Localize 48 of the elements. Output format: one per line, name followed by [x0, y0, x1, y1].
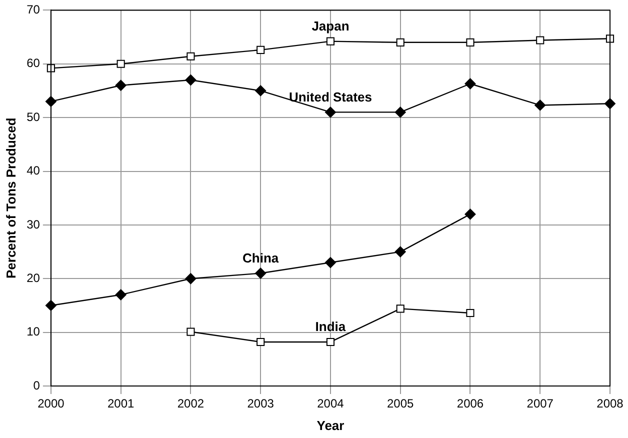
point — [324, 106, 336, 118]
y-tick-label: 0 — [33, 378, 40, 392]
x-tick-label: 2002 — [177, 396, 204, 411]
point — [396, 304, 404, 313]
y-tick-label: 50 — [26, 110, 40, 124]
point — [256, 338, 265, 346]
x-tick-label: 2003 — [247, 396, 274, 411]
y-tick-label: 60 — [26, 56, 40, 70]
point — [466, 308, 474, 318]
series-label: China — [242, 250, 280, 266]
y-tick-label: 20 — [26, 270, 40, 285]
point — [396, 38, 404, 46]
point — [186, 52, 195, 60]
point — [186, 328, 195, 336]
series-label: India — [315, 319, 346, 334]
x-tick-label: 2000 — [38, 396, 65, 411]
point — [464, 78, 476, 90]
point — [326, 338, 335, 346]
y-tick-label: 10 — [26, 324, 40, 339]
x-tick-label: 2007 — [526, 396, 554, 411]
y-tick-label: 40 — [26, 164, 40, 178]
point — [464, 208, 476, 220]
point — [466, 38, 474, 46]
x-tick-label: 2004 — [317, 396, 344, 411]
y-tick-label: 70 — [26, 2, 40, 17]
point — [394, 106, 406, 118]
series-label: Japan — [312, 18, 350, 34]
point — [115, 80, 126, 91]
y-axis-title: Percent of Tons Produced — [3, 118, 18, 279]
point — [255, 85, 266, 96]
y-tick-label: 30 — [26, 217, 40, 232]
point — [116, 60, 125, 68]
point — [256, 46, 265, 54]
x-tick-label: 2006 — [456, 396, 484, 411]
x-axis-title: Year — [316, 418, 344, 433]
point — [534, 100, 546, 111]
point — [326, 37, 335, 46]
point — [185, 273, 196, 284]
series-label: United States — [288, 89, 372, 104]
x-tick-label: 2008 — [596, 396, 624, 411]
point — [115, 289, 126, 300]
point — [255, 268, 266, 279]
point — [185, 74, 196, 86]
point — [394, 246, 406, 258]
point — [324, 257, 336, 268]
point — [536, 36, 544, 44]
x-tick-label: 2005 — [387, 396, 414, 411]
x-tick-label: 2001 — [107, 396, 134, 411]
